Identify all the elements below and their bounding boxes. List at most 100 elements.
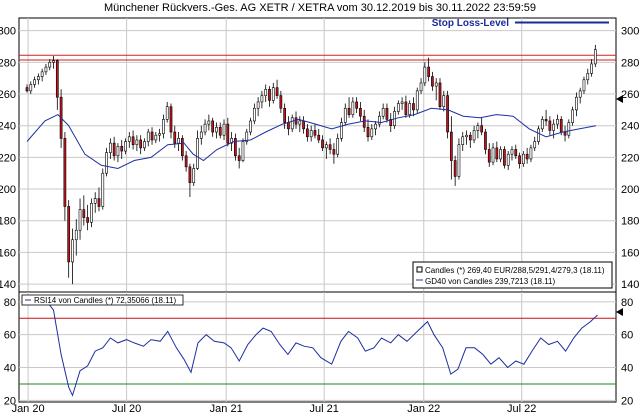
rsi-legend-label: RSI14 von Candles (*) 72,35066 (18.11) [34,296,176,305]
price-y-tick-label: 160 [621,247,639,259]
candle-body [438,82,442,107]
candle-body [563,131,567,136]
price-y-tick-label: 200 [0,184,16,196]
candle-body [211,120,215,133]
candle [260,90,264,109]
candle-body [571,109,574,123]
candle-body [165,106,169,120]
candle [537,125,540,145]
candle-body [487,149,491,163]
candle-body [431,76,434,87]
candle-body [400,101,404,104]
candle-body [120,145,124,152]
candle [158,128,161,142]
candle-body [264,88,268,96]
x-tick-label: Jul 20 [112,403,141,415]
candle [389,113,393,133]
candle-body [218,126,222,136]
candle-body [324,144,328,149]
candle [97,187,101,212]
rsi-legend: RSI14 von Candles (*) 72,35066 (18.11) [21,294,184,306]
candle-body [116,145,120,157]
candle-body [567,122,571,136]
candle [396,100,400,115]
candle-body [146,131,150,142]
candle-body [313,130,317,136]
candle [533,136,537,152]
candle-body [529,147,533,160]
candle-body [434,82,438,87]
candle [230,132,233,152]
candle [313,124,317,139]
candle-body [343,107,347,123]
candle [234,133,237,161]
candle [211,117,215,137]
candle-body [575,96,578,111]
candle [415,87,419,114]
candle-body [309,130,313,138]
candle-body [518,155,521,165]
candle-body [514,149,518,157]
stop-loss-legend-label: Stop Loss-Level [432,18,509,29]
price-pointer-arrow-icon [616,95,623,103]
candle [143,138,146,152]
candle-body [510,149,514,155]
price-y-tick-label: 180 [621,216,639,228]
candle-body [476,125,480,131]
candle-body [294,117,298,125]
candle-body [150,131,154,141]
candle-body [135,139,139,146]
x-tick-label: Jul 21 [309,403,338,415]
candle-body [252,107,256,122]
candle-body [408,103,412,115]
candle [374,120,377,136]
candle [412,97,415,117]
candle-body [82,209,86,218]
candle [245,128,249,145]
candle [264,84,268,102]
candle-body [245,131,249,142]
candle-body [127,136,131,142]
candle [548,116,552,136]
price-y-tick-label: 240 [0,121,16,133]
rsi-y-axis-right: 20 40 60 80 [621,297,633,408]
candle [480,117,484,136]
candle [378,111,381,128]
candle-body [97,198,101,207]
candle-body [249,120,252,133]
candle [457,138,461,180]
candle-body [90,203,93,223]
candle [468,132,472,148]
candle [544,109,548,126]
candle [112,136,116,161]
candle [146,128,150,147]
candle [351,97,355,118]
candle-body [468,134,472,141]
candle-body [381,107,385,117]
price-y-tick-label: 220 [621,152,639,164]
candle-body [404,101,408,115]
candle [552,119,556,139]
candle [131,130,135,150]
candle [491,143,495,166]
candle-body [374,123,377,130]
rsi-panel: 20 40 60 80 20 40 60 80 RSI14 von Candles (*) … [4,291,633,408]
price-y-tick-label: 300 [621,26,639,38]
candle-body [169,106,173,133]
candle [162,114,165,139]
candle-body [131,136,135,146]
price-y-tick-label: 240 [621,121,639,133]
candle [487,143,491,167]
candle-body [112,142,116,157]
candle-body [453,160,457,177]
candle [279,90,283,114]
candle [275,79,279,99]
candle-body [578,90,582,98]
candle [37,73,40,85]
candle-body [241,141,245,161]
candle-body [29,84,33,92]
candle [309,125,313,142]
rsi-y-tick-label: 60 [4,330,16,342]
candle [324,141,328,159]
candle [472,125,476,144]
